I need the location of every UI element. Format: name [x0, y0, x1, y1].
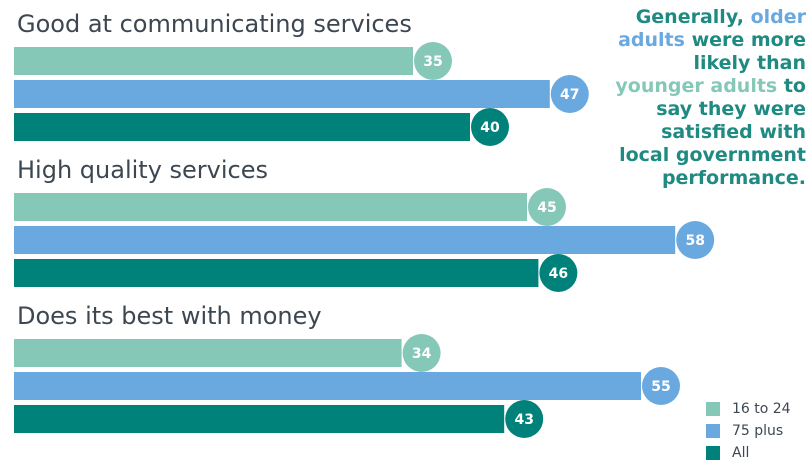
data-label-bubble: [642, 367, 680, 405]
data-label: 35: [423, 54, 442, 70]
legend-label: All: [732, 445, 750, 461]
data-label: 55: [651, 379, 670, 395]
data-label-bubble: [539, 254, 578, 292]
annotation-part: were more likely than: [684, 29, 806, 74]
bar: [14, 226, 676, 254]
legend-swatch: [706, 402, 720, 416]
data-label-bubble: [414, 42, 452, 80]
annotation-part-younger: younger adults: [615, 75, 778, 97]
legend-item: All: [706, 442, 791, 464]
bar: [14, 80, 550, 108]
annotation-text: Generally, older adults were more likely…: [606, 6, 806, 190]
data-label-bubble: [528, 188, 566, 226]
annotation-part-older: older adults: [618, 6, 806, 51]
bar: [14, 339, 402, 367]
legend-item: 75 plus: [706, 420, 791, 442]
bar: [14, 193, 527, 221]
legend-item: 16 to 24: [706, 398, 791, 420]
data-label: 40: [480, 120, 500, 136]
data-label: 58: [685, 233, 704, 249]
category-label: Good at communicating services: [17, 10, 412, 38]
bar: [14, 113, 470, 141]
bar: [14, 259, 539, 287]
data-label-bubble: [550, 75, 589, 113]
category-label: Does its best with money: [17, 302, 322, 330]
legend-swatch: [706, 446, 720, 460]
data-label: 45: [537, 200, 556, 216]
data-label: 43: [514, 412, 533, 428]
bar: [14, 47, 413, 75]
legend-swatch: [706, 424, 720, 438]
annotation-part: to say they were satisfied with local go…: [619, 75, 806, 189]
category-label: High quality services: [17, 156, 268, 184]
data-label: 34: [412, 346, 432, 362]
data-label: 47: [560, 87, 579, 103]
data-label-bubble: [676, 221, 715, 259]
annotation-part: Generally,: [635, 6, 751, 28]
legend-label: 16 to 24: [732, 401, 791, 417]
bar: [14, 405, 505, 433]
bar: [14, 372, 641, 400]
data-label-bubble: [402, 334, 441, 372]
data-label: 46: [549, 266, 568, 282]
legend-label: 75 plus: [732, 423, 784, 439]
data-label-bubble: [471, 108, 509, 146]
legend: 16 to 24 75 plus All: [706, 398, 791, 464]
data-label-bubble: [505, 400, 544, 438]
